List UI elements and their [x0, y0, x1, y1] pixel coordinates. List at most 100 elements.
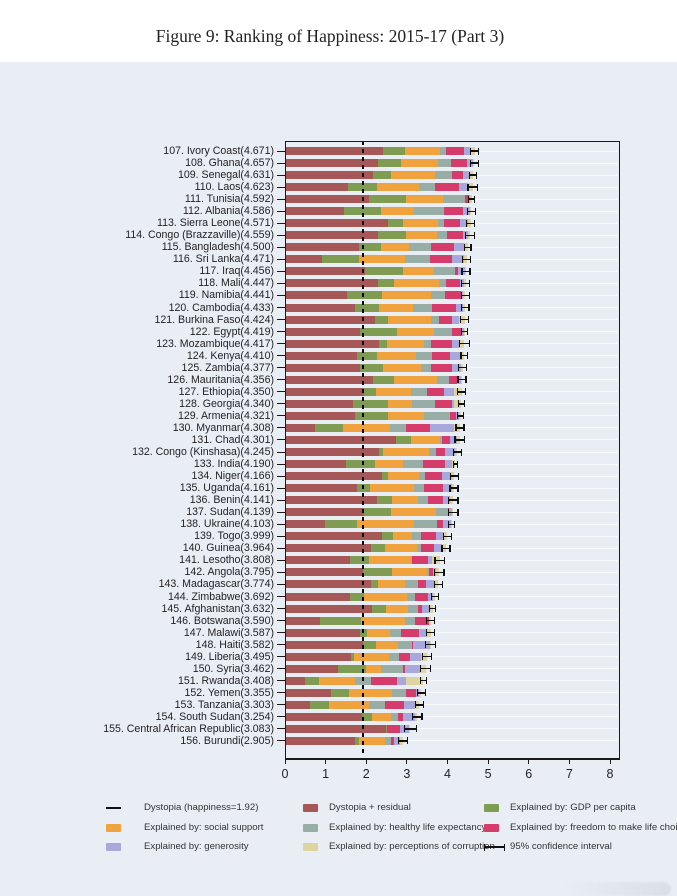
y-tick	[277, 427, 285, 429]
bar-segment-healthy_life_expectancy	[381, 664, 404, 673]
country-label: 114. Congo (Brazzaville)(4.559)	[125, 229, 274, 242]
error-bar-cap	[457, 484, 459, 492]
bar-segment-generosity	[433, 544, 442, 553]
bar-segment-freedom	[447, 231, 463, 240]
error-bar	[461, 282, 470, 285]
y-tick	[277, 740, 285, 742]
error-bar-cap	[450, 532, 452, 540]
bar-segment-healthy_life_expectancy	[414, 484, 424, 493]
bar-segment-dystopia_residual	[285, 255, 322, 264]
legend-label: Explained by: GDP per capita	[510, 802, 636, 813]
country-label: 115. Bangladesh(4.500)	[161, 241, 274, 254]
y-tick	[277, 620, 285, 622]
legend-swatch-corruption	[303, 843, 318, 851]
bar-segment-dystopia_residual	[285, 496, 377, 505]
bar-segment-social_support	[392, 568, 427, 577]
bar-segment-freedom	[422, 460, 445, 469]
y-tick	[277, 150, 285, 152]
error-bar	[458, 367, 467, 369]
error-bar-cap	[434, 641, 436, 649]
bar-segment-healthy_life_expectancy	[412, 303, 432, 312]
error-bar-cap	[434, 556, 436, 564]
error-bar-cap	[458, 364, 460, 372]
bar-segment-freedom	[390, 736, 394, 745]
country-label: 108. Ghana(4.657)	[185, 157, 274, 170]
bar-segment-social_support	[381, 207, 415, 216]
country-label: 151. Rwanda(3.408)	[178, 674, 274, 687]
y-tick	[277, 307, 285, 309]
error-bar-cap	[474, 195, 476, 203]
error-bar-cap	[434, 629, 436, 637]
bar-segment-generosity	[449, 351, 462, 360]
bar-segment-generosity	[393, 736, 400, 745]
bar-segment-freedom	[431, 303, 456, 312]
bar-segment-freedom	[452, 327, 463, 336]
country-label: 154. South Sudan(3.254)	[155, 710, 274, 723]
bar-segment-gdp_per_capita	[364, 508, 391, 517]
legend-label: Explained by: freedom to make life choic…	[510, 822, 677, 833]
gridline	[286, 740, 617, 742]
bar-segment-dystopia_residual	[285, 724, 386, 733]
error-bar-cap	[463, 412, 465, 420]
bar-segment-social_support	[384, 544, 417, 553]
bar-segment-freedom	[384, 700, 405, 709]
bar-segment-generosity	[404, 664, 420, 673]
country-label: 141. Lesotho(3.808)	[179, 554, 274, 567]
y-tick	[277, 632, 285, 634]
country-label: 148. Haiti(3.582)	[195, 638, 274, 651]
bar-segment-healthy_life_expectancy	[436, 231, 448, 240]
bar-segment-freedom	[423, 484, 443, 493]
error-bar-cap	[460, 316, 462, 324]
bar-segment-social_support	[375, 460, 403, 469]
country-label: 155. Central African Republic(3.083)	[103, 722, 274, 735]
country-label: 149. Liberia(3.495)	[185, 650, 274, 663]
bar-segment-healthy_life_expectancy	[406, 592, 415, 601]
error-bar-cap	[397, 737, 399, 745]
bar-segment-freedom	[428, 496, 444, 505]
y-tick	[277, 475, 285, 477]
y-tick	[277, 210, 285, 212]
bar-segment-healthy_life_expectancy	[440, 147, 446, 155]
bar-segment-gdp_per_capita	[362, 712, 373, 721]
bar-segment-freedom	[434, 399, 452, 408]
bar-segment-gdp_per_capita	[370, 580, 379, 589]
gridline	[286, 692, 617, 694]
bar-segment-healthy_life_expectancy	[435, 508, 449, 517]
error-bar	[457, 415, 464, 417]
country-label: 125. Zambia(4.377)	[181, 361, 274, 374]
error-bar-cap	[433, 568, 435, 576]
legend-dystopia-line-icon	[106, 807, 121, 809]
y-tick	[277, 728, 285, 730]
y-tick	[277, 174, 285, 176]
error-bar-cap	[422, 701, 424, 709]
bar-segment-social_support	[385, 604, 408, 613]
bar-segment-dystopia_residual	[285, 219, 388, 228]
bar-segment-healthy_life_expectancy	[438, 279, 446, 288]
bar-segment-social_support	[402, 219, 439, 228]
error-bar	[434, 571, 445, 574]
bar-segment-gdp_per_capita	[376, 496, 393, 505]
dystopia-line	[362, 141, 364, 757]
bar-segment-generosity	[409, 652, 422, 661]
x-tick	[406, 758, 408, 764]
bar-segment-freedom	[371, 676, 398, 685]
bar-segment-dystopia_residual	[285, 652, 351, 661]
bar-segment-gdp_per_capita	[349, 592, 365, 601]
error-bar-cap	[411, 713, 413, 721]
error-bar	[460, 318, 469, 321]
error-bar	[420, 680, 427, 682]
y-tick	[277, 186, 285, 188]
error-bar	[462, 258, 471, 261]
bar-segment-generosity	[452, 315, 460, 324]
bar-segment-social_support	[342, 423, 391, 432]
bar-segment-generosity	[413, 640, 431, 649]
bar-segment-dystopia_residual	[285, 532, 383, 541]
bar-segment-generosity	[442, 520, 452, 529]
error-bar-cap	[415, 725, 417, 733]
bar-segment-social_support	[376, 387, 412, 396]
y-tick	[277, 692, 285, 694]
bar-segment-generosity	[427, 556, 433, 565]
country-label: 132. Congo (Kinshasa)(4.245)	[132, 446, 274, 459]
bar-segment-freedom	[430, 339, 453, 348]
bar-segment-healthy_life_expectancy	[424, 411, 451, 420]
